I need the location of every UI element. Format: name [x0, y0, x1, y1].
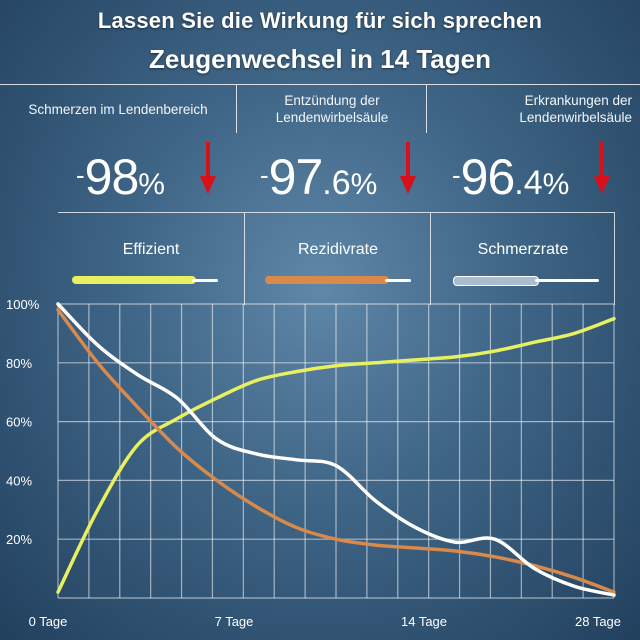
stat-label-3: Erkrankungen der Lendenwirbelsäule: [519, 92, 632, 126]
legend-swatch-rezidivrate: [265, 276, 389, 284]
chart-grid: [57, 303, 615, 599]
stat-percent-1: %: [138, 168, 165, 201]
legend-label-effizient: Effizient: [122, 241, 180, 258]
x-axis-ticks: 0 Tage 7 Tage 14 Tage 28 Tage: [29, 614, 621, 629]
series-line-effizient: [56, 316, 616, 594]
legend-swatch-tail-rezidivrate: [385, 278, 411, 282]
down-arrow-icon-1: [200, 142, 216, 194]
page-title: Lassen Sie die Wirkung für sich sprechen: [97, 8, 543, 33]
series-line-rezidivrate: [56, 308, 616, 594]
stat-minus-1: -: [76, 160, 85, 190]
y-tick-label: 20%: [6, 532, 32, 547]
page-subtitle: Zeugenwechsel in 14 Tagen: [149, 44, 491, 74]
stat-minus-3: -: [452, 160, 461, 190]
x-tick-label: 0 Tage: [29, 614, 68, 629]
stat-header-3: Erkrankungen der Lendenwirbelsäule: [426, 85, 640, 133]
x-tick-label: 7 Tage: [215, 614, 254, 629]
stat-percent-2: %: [350, 168, 378, 201]
chart-series: [56, 302, 616, 597]
legend-label-schmerzrate: Schmerzrate: [477, 241, 569, 258]
stat-label-2: Entzündung der Lendenwirbelsäule: [276, 92, 389, 126]
legend-swatch-effizient: [72, 276, 196, 284]
stat-value-1: -98%: [76, 148, 165, 206]
stat-header-row: Schmerzen im Lendenbereich Entzündung de…: [0, 84, 640, 135]
y-tick-label: 100%: [6, 297, 40, 312]
legend-swatch-tail-schmerzrate: [535, 278, 599, 282]
stat-label-3-line1: Erkrankungen der: [524, 93, 632, 108]
stat-header-2: Entzündung der Lendenwirbelsäule: [236, 85, 427, 133]
x-tick-label: 14 Tage: [401, 614, 447, 629]
stat-value-2: -97.6%: [260, 148, 377, 206]
stat-label-2-line1: Entzündung der: [284, 93, 380, 108]
down-arrow-icon-3: [594, 142, 610, 194]
x-tick-label: 28 Tage: [575, 614, 621, 629]
down-arrow-icon-2: [400, 142, 416, 194]
stat-percent-3: %: [542, 168, 570, 201]
stat-number-2: 97: [268, 149, 324, 205]
stat-decimal-2: .6: [322, 164, 351, 202]
legend-item-schmerzrate: Schmerzrate: [430, 213, 615, 305]
legend-swatch-tail-effizient: [192, 278, 218, 282]
stat-number-3: 96: [460, 149, 516, 205]
y-tick-label: 60%: [6, 415, 32, 430]
legend-label-rezidivrate: Rezidivrate: [297, 241, 379, 258]
chart-legend: Effizient Rezidivrate Schmerzrate: [58, 212, 615, 305]
stat-number-1: 98: [84, 149, 140, 205]
y-axis-ticks: 100% 80% 60% 40% 20%: [6, 297, 40, 547]
legend-item-rezidivrate: Rezidivrate: [244, 213, 431, 305]
stat-label-2-line2: Lendenwirbelsäule: [275, 110, 389, 125]
y-tick-label: 40%: [6, 473, 32, 488]
stat-header-1: Schmerzen im Lendenbereich: [0, 85, 236, 133]
stat-decimal-3: .4: [514, 164, 543, 202]
y-tick-label: 80%: [6, 356, 32, 371]
stat-label-1: Schmerzen im Lendenbereich: [28, 101, 208, 117]
series-line-schmerzrate: [56, 302, 616, 597]
legend-item-effizient: Effizient: [58, 213, 244, 305]
stat-minus-2: -: [260, 160, 269, 190]
stat-value-3: -96.4%: [452, 148, 569, 206]
stat-label-3-line2: Lendenwirbelsäule: [519, 110, 632, 125]
